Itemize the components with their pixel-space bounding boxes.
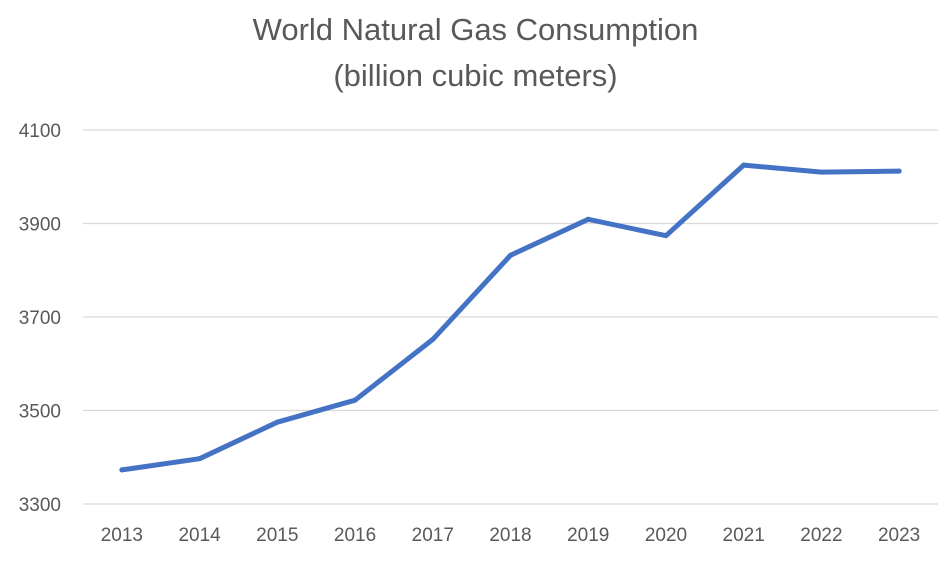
data-point: [508, 252, 513, 258]
y-tick-label: 4100: [19, 121, 61, 142]
data-point: [352, 397, 358, 403]
series-layer: [119, 162, 902, 473]
y-axis-tick-labels: 3300 3500 3700 3900 4100: [19, 121, 61, 516]
x-tick-label: 2015: [256, 525, 298, 546]
x-tick-label: 2016: [334, 525, 376, 546]
data-point: [896, 168, 902, 174]
y-tick-label: 3500: [19, 402, 61, 423]
data-point: [274, 419, 280, 425]
data-point: [430, 336, 436, 342]
chart-title: World Natural Gas Consumption: [252, 12, 699, 47]
x-tick-label: 2022: [800, 525, 842, 546]
y-tick-label: 3900: [19, 215, 61, 236]
x-tick-label: 2021: [723, 525, 765, 546]
data-point: [818, 169, 824, 175]
data-point: [585, 216, 591, 222]
x-tick-label: 2019: [567, 525, 609, 546]
chart-subtitle: (billion cubic meters): [333, 58, 618, 93]
data-point: [197, 456, 203, 462]
x-tick-label: 2018: [489, 525, 531, 546]
data-point: [119, 467, 125, 473]
data-point: [741, 162, 747, 168]
x-tick-label: 2017: [412, 525, 454, 546]
x-tick-label: 2013: [101, 525, 143, 546]
gridlines: [83, 129, 938, 505]
x-tick-label: 2023: [878, 525, 920, 546]
y-tick-label: 3300: [19, 495, 61, 516]
x-axis-tick-labels: 2013 2014 2015 2016 2017 2018 2019 2020 2021 2022…: [101, 525, 921, 546]
y-tick-label: 3700: [19, 308, 61, 329]
x-tick-label: 2020: [645, 525, 687, 546]
x-tick-label: 2014: [178, 525, 221, 546]
data-point: [663, 233, 669, 239]
